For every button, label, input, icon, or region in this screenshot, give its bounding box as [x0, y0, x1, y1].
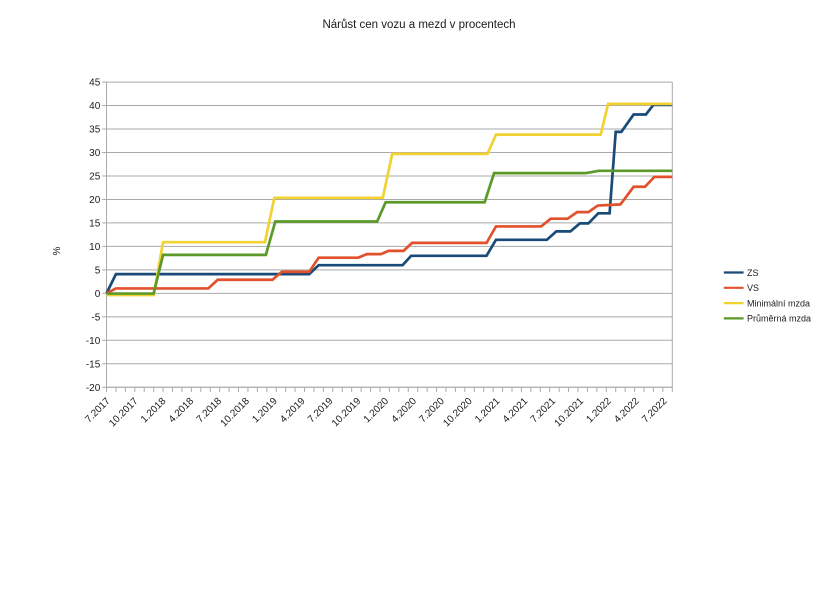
svg-text:10: 10 — [89, 242, 101, 253]
svg-text:Nárůst cen vozu a mezd v proce: Nárůst cen vozu a mezd v procentech — [322, 19, 515, 31]
svg-text:15: 15 — [89, 218, 101, 229]
svg-text:0: 0 — [95, 289, 101, 300]
svg-text:-20: -20 — [86, 383, 101, 394]
svg-text:Průměrná mzda: Průměrná mzda — [747, 314, 811, 324]
svg-text:Minimální mzda: Minimální mzda — [747, 298, 810, 308]
svg-text:%: % — [52, 246, 63, 255]
svg-text:-15: -15 — [86, 359, 101, 370]
svg-text:ZS: ZS — [747, 268, 759, 278]
svg-text:40: 40 — [89, 101, 101, 112]
svg-text:30: 30 — [89, 148, 101, 159]
svg-text:5: 5 — [95, 265, 101, 276]
svg-text:VS: VS — [747, 283, 759, 293]
svg-text:35: 35 — [89, 125, 101, 136]
svg-text:-5: -5 — [91, 312, 100, 323]
svg-text:20: 20 — [89, 195, 101, 206]
svg-text:25: 25 — [89, 171, 101, 182]
svg-text:-10: -10 — [86, 336, 101, 347]
svg-text:45: 45 — [89, 78, 101, 89]
